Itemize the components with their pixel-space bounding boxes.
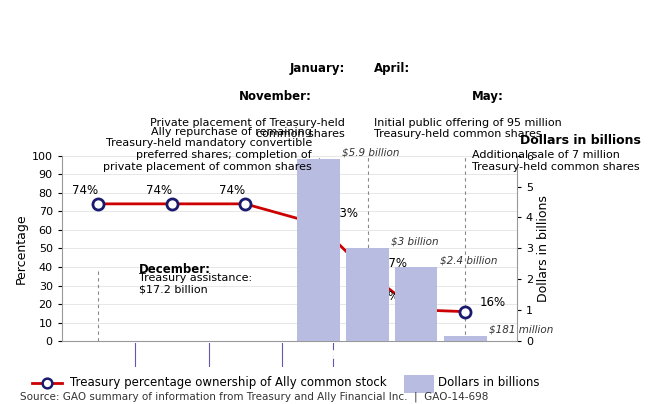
Text: 2011: 2011 xyxy=(153,349,190,362)
Text: November:: November: xyxy=(239,90,312,103)
Text: Initial public offering of 95 million
Treasury-held common shares: Initial public offering of 95 million Tr… xyxy=(374,118,562,139)
Text: $3 billion: $3 billion xyxy=(391,237,439,247)
Text: 16%: 16% xyxy=(479,296,506,309)
Text: January:: January: xyxy=(289,62,344,75)
Text: $5.9 billion: $5.9 billion xyxy=(342,147,400,157)
Bar xyxy=(297,159,340,341)
Text: $2.4 billion: $2.4 billion xyxy=(439,255,497,265)
Text: Dollars in billions: Dollars in billions xyxy=(520,135,641,147)
Text: 74%: 74% xyxy=(72,184,98,197)
Text: Treasury percentage ownership of Ally common stock: Treasury percentage ownership of Ally co… xyxy=(70,376,386,389)
Text: 74%: 74% xyxy=(219,184,245,197)
Text: April:: April: xyxy=(374,62,411,75)
Bar xyxy=(395,267,437,341)
Text: 2010: 2010 xyxy=(80,349,117,362)
Text: Dollars in billions: Dollars in billions xyxy=(438,376,540,389)
Text: Source: GAO summary of information from Treasury and Ally Financial Inc.  |  GAO: Source: GAO summary of information from … xyxy=(20,391,488,402)
Y-axis label: Dollars in billions: Dollars in billions xyxy=(537,195,550,302)
Text: $181 million: $181 million xyxy=(489,324,553,334)
Text: 17%: 17% xyxy=(373,290,400,303)
Text: 2013: 2013 xyxy=(300,349,337,362)
Text: Ally repurchase of remaining
Treasury-held mandatory convertible
preferred share: Ally repurchase of remaining Treasury-he… xyxy=(103,127,312,172)
Text: Additional sale of 7 million
Treasury-held common shares: Additional sale of 7 million Treasury-he… xyxy=(472,150,640,172)
Text: 2014: 2014 xyxy=(398,349,435,362)
Text: 2012: 2012 xyxy=(227,349,263,362)
Text: Private placement of Treasury-held
common shares: Private placement of Treasury-held commo… xyxy=(150,118,344,139)
Bar xyxy=(444,336,487,341)
Bar xyxy=(346,248,389,341)
Text: December:: December: xyxy=(139,263,211,276)
Text: 37%: 37% xyxy=(382,257,408,270)
Text: Treasury assistance:
$17.2 billion: Treasury assistance: $17.2 billion xyxy=(139,273,252,294)
Text: 74%: 74% xyxy=(146,184,172,197)
Text: 63%: 63% xyxy=(333,207,359,220)
Bar xyxy=(404,375,434,393)
Y-axis label: Percentage: Percentage xyxy=(14,213,27,284)
Text: May:: May: xyxy=(472,90,504,103)
